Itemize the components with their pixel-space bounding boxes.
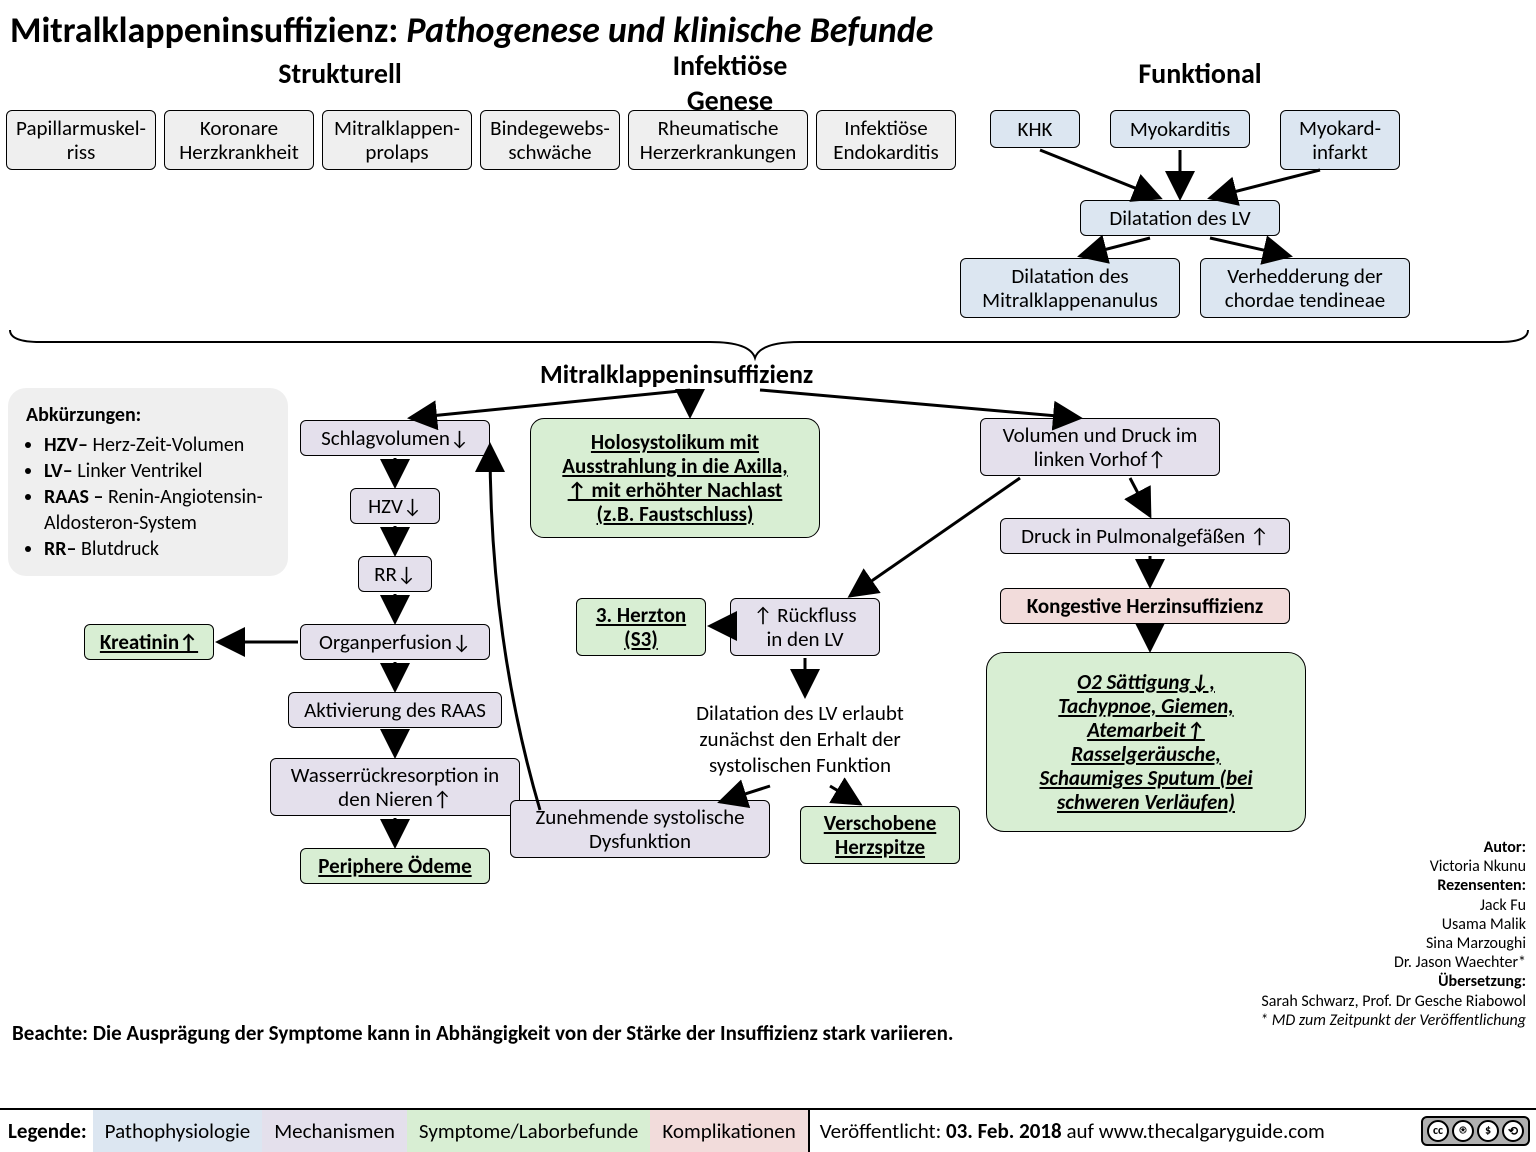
cc-icon: cc xyxy=(1427,1120,1449,1142)
section-strukturell: Strukturell xyxy=(230,56,450,91)
box-oedeme: Periphere Ödeme xyxy=(300,848,490,884)
box-dilat-anulus: Dilatation des Mitralklappenanulus xyxy=(960,258,1180,318)
abbr-item: RAAS – Renin-Angiotensin- Aldosteron-Sys… xyxy=(44,484,270,536)
center-label: Mitralklappeninsuffizienz xyxy=(540,358,813,390)
box-chordae: Verhedderung der chordae tendineae xyxy=(1200,258,1410,318)
box-s3: 3. Herzton (S3) xyxy=(576,598,706,656)
box-koronare: Koronare Herzkrankheit xyxy=(164,110,314,170)
box-pulm: Druck in Pulmonalgefäßen ↑ xyxy=(1000,518,1290,554)
legend-symp: Symptome/Laborbefunde xyxy=(407,1110,650,1152)
legend-bar: Legende: Pathophysiologie Mechanismen Sy… xyxy=(0,1108,1536,1152)
abbr-header: Abkürzungen: xyxy=(26,402,270,428)
title-main: Mitralklappeninsuffizienz: xyxy=(10,8,398,52)
box-holo: Holosystolikum mit Ausstrahlung in die A… xyxy=(530,418,820,538)
box-endokard: Infektiöse Endokarditis xyxy=(816,110,956,170)
box-schlag: Schlagvolumen↓ xyxy=(300,420,490,456)
box-herzspitze: Verschobene Herzspitze xyxy=(800,806,960,864)
title-sub: Pathogenese und klinische Befunde xyxy=(406,8,933,52)
box-vol-druck: Volumen und Druck im linken Vorhof↑ xyxy=(980,418,1220,476)
box-khk: KHK xyxy=(990,110,1080,148)
box-prolaps: Mitralklappen- prolaps xyxy=(322,110,472,170)
box-raas: Aktivierung des RAAS xyxy=(288,692,502,728)
by-icon: ⍟ xyxy=(1452,1120,1474,1142)
nc-icon: $ xyxy=(1477,1120,1499,1142)
credits: Autor: Victoria Nkunu Rezensenten: Jack … xyxy=(1196,838,1526,1030)
box-papillar: Papillarmuskel- riss xyxy=(6,110,156,170)
legend-komp: Komplikationen xyxy=(650,1110,807,1152)
box-sysdys: Zunehmende systolische Dysfunktion xyxy=(510,800,770,858)
box-wasser: Wasserrückresorption in den Nieren↑ xyxy=(270,758,520,816)
text-dilat: Dilatation des LV erlaubt zunächst den E… xyxy=(660,700,940,778)
box-infarkt: Myokard- infarkt xyxy=(1280,110,1400,170)
legend-mech: Mechanismen xyxy=(262,1110,407,1152)
box-kongestiv: Kongestive Herzinsuffizienz xyxy=(1000,588,1290,624)
legend-patho: Pathophysiologie xyxy=(93,1110,263,1152)
box-rheuma: Rheumatische Herzerkrankungen xyxy=(628,110,808,170)
box-organ: Organperfusion↓ xyxy=(300,624,490,660)
box-kreatinin: Kreatinin↑ xyxy=(84,624,214,660)
abbr-item: RR– Blutdruck xyxy=(44,536,270,562)
page-title: Mitralklappeninsuffizienz: Pathogenese u… xyxy=(10,8,933,52)
abbr-item: HZV– Herz-Zeit-Volumen xyxy=(44,432,270,458)
note: Beachte: Die Ausprägung der Symptome kan… xyxy=(12,1020,1172,1046)
box-myokarditis: Myokarditis xyxy=(1110,110,1250,148)
section-infektioes: Infektiöse Genese xyxy=(620,48,840,118)
box-rueckfluss: ↑ Rückfluss in den LV xyxy=(730,598,880,656)
legend-pub: Veröffentlicht: 03. Feb. 2018 auf www.th… xyxy=(810,1110,1415,1152)
abbr-item: LV– Linker Ventrikel xyxy=(44,458,270,484)
box-hzv: HZV↓ xyxy=(350,488,440,524)
box-dilat-lv: Dilatation des LV xyxy=(1080,200,1280,236)
section-funktional: Funktional xyxy=(1100,56,1300,91)
sa-icon: ⟲ xyxy=(1502,1120,1524,1142)
box-rr: RR↓ xyxy=(358,556,432,592)
box-o2: O2 Sättigung↓, Tachypnoe, Giemen, Atemar… xyxy=(986,652,1306,832)
abbr-list: HZV– Herz-Zeit-Volumen LV– Linker Ventri… xyxy=(26,432,270,562)
abbr-box: Abkürzungen: HZV– Herz-Zeit-Volumen LV– … xyxy=(8,388,288,576)
legend-label: Legende: xyxy=(0,1110,93,1152)
cc-badge: cc ⍟ $ ⟲ xyxy=(1415,1110,1536,1152)
box-binde: Bindegewebs- schwäche xyxy=(480,110,620,170)
